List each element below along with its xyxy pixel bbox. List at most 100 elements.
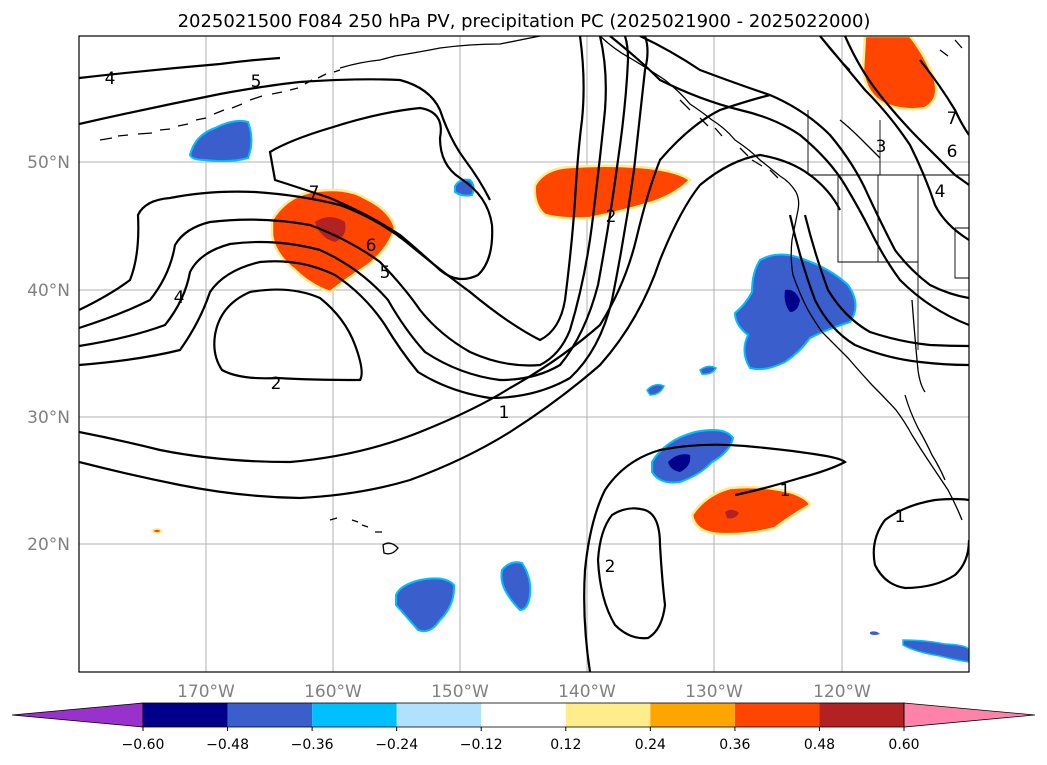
precip-blob-hawaii-2 bbox=[500, 561, 532, 612]
colorbar-tick-label: 0.12 bbox=[550, 737, 581, 753]
precip-blob-hawaii-1 bbox=[395, 577, 456, 633]
pv-contour-east-3 bbox=[919, 59, 969, 136]
coast-mexico-east bbox=[911, 299, 926, 393]
precip-blob-tiny-1 bbox=[646, 383, 665, 396]
precip-blob-east-2 bbox=[870, 631, 880, 635]
lat-tick-label: 30°N bbox=[27, 408, 70, 428]
pv-label: 7 bbox=[309, 183, 320, 203]
pv-contour-jet-1 bbox=[79, 93, 771, 464]
pv-contour-mid-3 bbox=[79, 36, 649, 400]
lat-axis-labels: 50°N 40°N 30°N 20°N bbox=[27, 153, 70, 555]
pv-contour-subtropic-1 bbox=[583, 443, 847, 672]
pv-contour-5-north bbox=[79, 78, 491, 201]
colorbar-tick-label: −0.36 bbox=[291, 737, 334, 753]
pv-contour-label-group: 4 5 7 6 5 4 2 2 1 3 7 6 4 1 2 1 bbox=[105, 69, 958, 577]
pv-contour-2-subtropic bbox=[596, 507, 667, 640]
colorbar-segment bbox=[481, 703, 566, 727]
pv-label: 2 bbox=[606, 207, 617, 227]
pv-label: 2 bbox=[605, 557, 616, 577]
pv-label: 1 bbox=[895, 507, 906, 527]
precip-blob-east bbox=[902, 639, 969, 663]
border-states-4 bbox=[954, 227, 969, 279]
pv-contour-east-2 bbox=[843, 36, 969, 186]
pv-label: 3 bbox=[876, 137, 887, 157]
colorbar-segment bbox=[565, 703, 651, 727]
pv-contour-1-east bbox=[872, 497, 969, 590]
colorbar-extend-max bbox=[903, 702, 1036, 728]
lon-tick-label: 170°W bbox=[177, 682, 235, 702]
pv-contour-mid-1 bbox=[79, 36, 607, 367]
pv-label: 5 bbox=[251, 72, 262, 92]
colorbar-segment bbox=[143, 703, 228, 727]
pv-contours bbox=[79, 36, 969, 672]
colorbar-tick-label: −0.24 bbox=[375, 737, 418, 753]
colorbar-segment bbox=[734, 703, 820, 727]
colorbar-tick-label: 0.24 bbox=[635, 737, 666, 753]
colorbar-segment bbox=[227, 703, 313, 727]
lon-tick-label: 160°W bbox=[304, 682, 362, 702]
precip-core-subtropic bbox=[668, 454, 691, 472]
precip-blob-subtropic-pos bbox=[690, 485, 812, 536]
colorbar-tick-label: −0.60 bbox=[122, 737, 165, 753]
pv-contour-east-1 bbox=[819, 36, 969, 241]
pv-label: 1 bbox=[499, 403, 510, 423]
colorbar: −0.60 −0.48 −0.36 −0.24 −0.12 0.12 0.24 0.36 0.4… bbox=[11, 702, 1036, 753]
pv-label: 2 bbox=[271, 374, 282, 394]
precip-blob-subtropic bbox=[651, 429, 735, 484]
colorbar-outline bbox=[142, 702, 905, 728]
gridlines bbox=[79, 36, 969, 672]
precip-blob-tiny-2 bbox=[699, 365, 718, 375]
precip-core-california bbox=[784, 289, 800, 312]
lon-tick-label: 130°W bbox=[685, 682, 743, 702]
colorbar-tick-label: 0.48 bbox=[804, 737, 835, 753]
pv-label: 6 bbox=[947, 142, 958, 162]
pv-contour-sw-east bbox=[788, 214, 969, 367]
pv-contour-mid-2 bbox=[79, 36, 630, 382]
pv-label: 4 bbox=[174, 288, 185, 308]
colorbar-segment bbox=[650, 703, 735, 727]
pv-contour-sw-east-2 bbox=[803, 214, 969, 348]
colorbar-tick-label: −0.48 bbox=[206, 737, 249, 753]
colorbar-tick-label: 0.36 bbox=[719, 737, 750, 753]
lon-tick-label: 140°W bbox=[558, 682, 616, 702]
pv-contour-jet-4 bbox=[639, 36, 969, 300]
pv-contour-outer-west bbox=[79, 36, 585, 342]
coast-west-us bbox=[790, 209, 963, 521]
colorbar-segment bbox=[312, 703, 397, 727]
map-frame bbox=[78, 35, 970, 673]
pv-label: 6 bbox=[366, 236, 377, 256]
pv-label: 7 bbox=[947, 109, 958, 129]
lon-tick-label: 120°W bbox=[813, 682, 871, 702]
coast-baja bbox=[904, 394, 946, 481]
coast-aleutians bbox=[99, 69, 341, 141]
map-panel: 4 5 7 6 5 4 2 2 1 3 7 6 4 1 2 1 bbox=[79, 36, 969, 672]
colorbar-tick-label: −0.12 bbox=[460, 737, 503, 753]
coast-hawaii bbox=[329, 517, 399, 555]
precip-blob-tiny-pos bbox=[150, 528, 164, 534]
precip-blob-aleutian bbox=[188, 119, 253, 163]
pv-label: 4 bbox=[935, 182, 946, 202]
coast-bc-islands bbox=[679, 99, 779, 179]
colorbar-segment bbox=[819, 703, 904, 727]
lat-tick-label: 40°N bbox=[27, 281, 70, 301]
colorbar-tick-label: 0.60 bbox=[888, 737, 919, 753]
colorbar-segment bbox=[396, 703, 482, 727]
pv-label: 5 bbox=[380, 263, 391, 283]
border-states-1 bbox=[837, 175, 918, 263]
pv-contour-jet-3 bbox=[609, 36, 969, 327]
lon-tick-label: 150°W bbox=[431, 682, 489, 702]
precip-core-subtropic-pos bbox=[725, 509, 739, 519]
colorbar-extend-min bbox=[11, 702, 144, 728]
pv-label: 4 bbox=[105, 69, 116, 89]
precip-blob-canada bbox=[861, 36, 938, 111]
pv-label: 1 bbox=[780, 481, 791, 501]
lat-tick-label: 50°N bbox=[27, 153, 70, 173]
pv-contour-jet-2 bbox=[79, 153, 841, 500]
figure-title: 2025021500 F084 250 hPa PV, precipitatio… bbox=[178, 11, 871, 32]
coast-bc-inland bbox=[839, 119, 881, 159]
coast-alaska bbox=[339, 36, 541, 69]
lon-axis-labels: 170°W 160°W 150°W 140°W 130°W 120°W bbox=[177, 682, 871, 702]
lat-tick-label: 20°N bbox=[27, 535, 70, 555]
pv-contour-4-north bbox=[79, 56, 281, 80]
